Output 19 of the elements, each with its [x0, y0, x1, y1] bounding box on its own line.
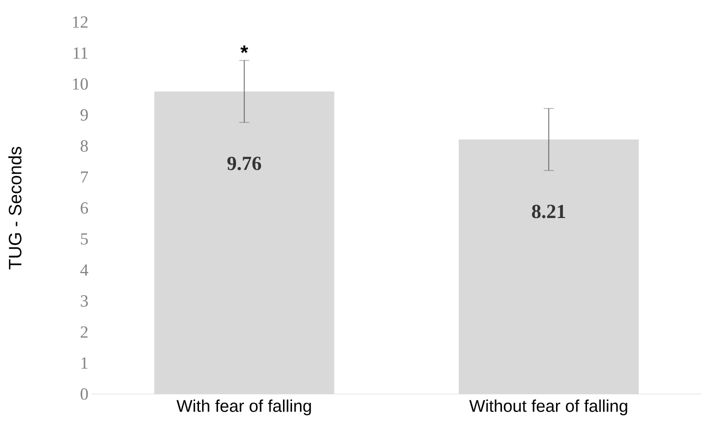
annotation: * — [240, 46, 248, 53]
y-axis-title: TUG - Seconds — [8, 146, 22, 270]
y-tick-label: 12 — [73, 16, 88, 28]
y-tick-label: 2 — [80, 326, 88, 338]
data-label: 8.21 — [532, 204, 566, 218]
x-tick-label: With fear of falling — [176, 400, 311, 416]
y-tick-label: 4 — [80, 264, 88, 276]
y-tick-label: 6 — [80, 202, 88, 214]
x-tick-label: Without fear of falling — [469, 400, 628, 416]
y-tick-label: 5 — [80, 233, 88, 245]
y-tick-label: 7 — [81, 171, 88, 183]
y-tick-label: 3 — [80, 295, 88, 307]
data-label: 9.76 — [227, 156, 262, 170]
y-tick-label: 11 — [74, 47, 88, 59]
y-tick-label: 0 — [80, 388, 88, 400]
y-tick-label: 8 — [80, 140, 88, 152]
y-tick-label: 1 — [81, 357, 88, 369]
y-tick-label: 9 — [80, 109, 88, 121]
y-tick-label: 10 — [73, 78, 88, 90]
